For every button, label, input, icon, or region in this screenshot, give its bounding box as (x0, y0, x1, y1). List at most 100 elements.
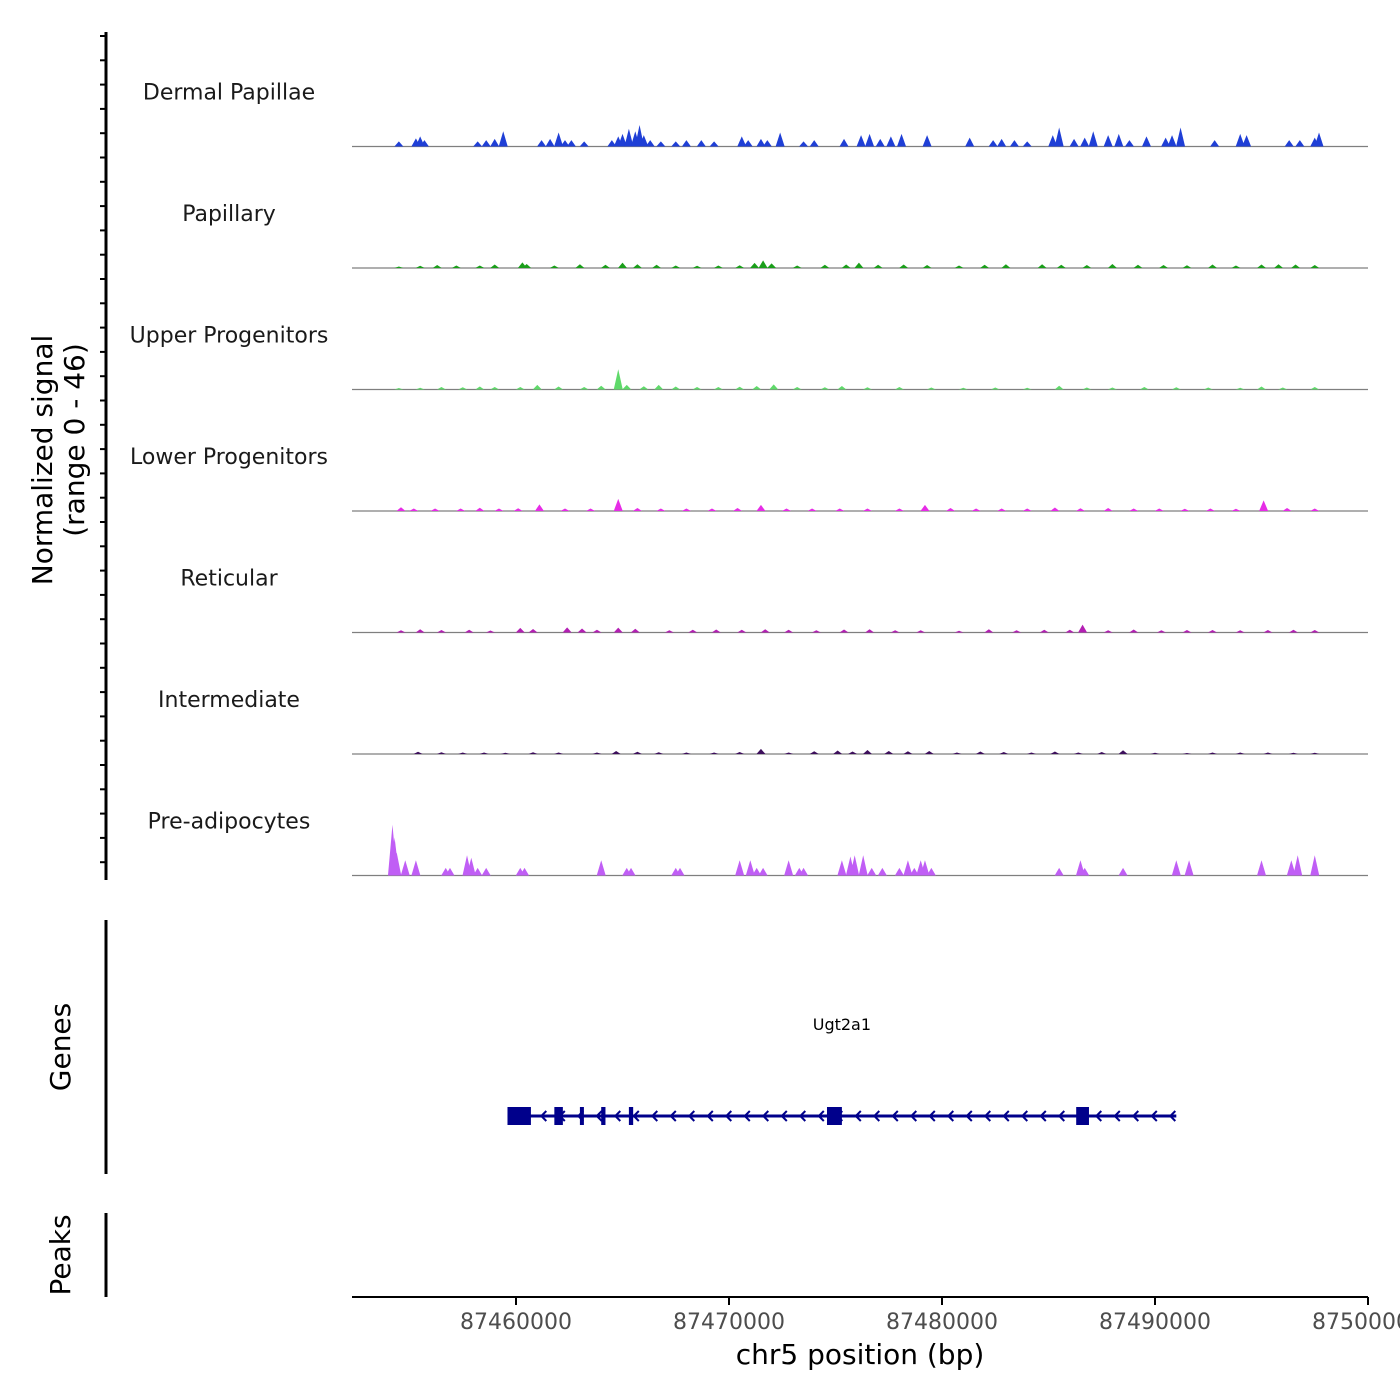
signal-peak (692, 386, 702, 390)
signal-peak (1282, 507, 1292, 511)
signal-peak (1167, 135, 1177, 147)
signal-peak (999, 751, 1009, 754)
signal-peak (1208, 752, 1218, 754)
signal-peak (394, 266, 404, 268)
signal-peak (681, 752, 691, 754)
signal-peak (792, 386, 802, 390)
signal-peak (1235, 630, 1245, 633)
signal-peak (886, 136, 896, 147)
strand-arrow (872, 1110, 881, 1122)
strand-arrow (650, 1110, 659, 1122)
signal-peak (1124, 140, 1134, 147)
signal-peak (579, 141, 589, 147)
signal-peak (613, 627, 623, 633)
signal-peak (820, 264, 830, 268)
signal-peak (415, 265, 425, 268)
strand-arrow (854, 1110, 862, 1122)
signal-peak (909, 867, 919, 876)
signal-peak (520, 867, 530, 876)
signal-peak (1184, 860, 1194, 876)
track-label: Lower Progenitors (130, 445, 328, 470)
signal-peak (500, 752, 510, 754)
signal-peak (988, 140, 998, 147)
signal-peak (737, 136, 747, 147)
signal-peak (1073, 752, 1083, 754)
signal-peak (1288, 752, 1298, 754)
signal-peak (997, 138, 1007, 147)
strand-arrow (817, 1110, 825, 1122)
signal-peak (675, 867, 685, 876)
signal-peak (894, 867, 904, 876)
signal-peak (515, 627, 525, 633)
signal-peak (692, 265, 702, 268)
signal-peak (1065, 629, 1075, 633)
signal-peak (1103, 135, 1113, 147)
signal-peak (600, 264, 610, 268)
signal-peak (498, 131, 508, 147)
x-axis-title: chr5 position (bp) (736, 1338, 985, 1371)
signal-peak (626, 867, 636, 876)
signal-peak (479, 752, 489, 754)
signal-peak (562, 627, 572, 633)
signal-peak (456, 508, 466, 511)
signal-peak (811, 630, 821, 633)
x-tick-label: 87500000 (1312, 1310, 1400, 1335)
signal-peak (856, 135, 866, 147)
signal-peak (415, 387, 425, 390)
signal-peak (1050, 507, 1060, 511)
signal-peak (735, 860, 745, 876)
signal-peak (946, 507, 956, 511)
signal-peak (873, 264, 883, 268)
signal-peak (681, 140, 691, 147)
gene-exon (507, 1107, 531, 1125)
strand-arrow (1094, 1110, 1103, 1122)
signal-peak (656, 508, 666, 511)
signal-peak (1022, 387, 1032, 390)
signal-peak (586, 508, 596, 511)
signal-peak (954, 630, 964, 633)
signal-peak (645, 140, 655, 147)
gene-exon (1076, 1107, 1089, 1125)
signal-peak (1103, 630, 1113, 633)
signal-peak (458, 752, 468, 754)
signal-peak (1080, 867, 1090, 876)
signal-peak (1208, 629, 1218, 633)
signal-peak (1257, 264, 1267, 268)
signal-peak (865, 133, 875, 147)
y-axis-range-label: (range 0 - 46) (58, 343, 91, 537)
signal-peak (1203, 387, 1213, 390)
signal-peak (681, 508, 691, 511)
strand-arrow (613, 1110, 622, 1122)
signal-peak (903, 751, 913, 754)
signal-peak (1286, 860, 1296, 876)
signal-peak (1310, 855, 1320, 876)
x-tick-label: 87470000 (673, 1310, 785, 1335)
strand-arrow (798, 1110, 807, 1122)
track-label: Dermal Papillae (143, 81, 315, 106)
signal-peak (560, 508, 570, 511)
x-tick-label: 87490000 (1099, 1310, 1211, 1335)
signal-peak (515, 386, 525, 390)
signal-peak (654, 384, 664, 390)
signal-peak (1291, 264, 1301, 268)
strand-arrow (1150, 1110, 1158, 1122)
signal-peak (522, 263, 532, 268)
strand-arrow (1057, 1110, 1066, 1122)
x-axis: 87460000 87470000 87480000 87490000 87500000 (352, 1296, 1400, 1335)
signal-peak (1133, 264, 1143, 268)
signal-peak (656, 141, 666, 147)
signal-peak (1048, 135, 1058, 147)
strand-arrow (1020, 1110, 1029, 1122)
strand-arrow (761, 1110, 770, 1122)
gene-exon (628, 1107, 634, 1125)
gene-exon (601, 1107, 606, 1125)
strand-arrow (687, 1110, 696, 1122)
signal-peak (743, 140, 753, 147)
signal-peak (624, 128, 634, 147)
signal-peak (952, 752, 962, 754)
signal-peak (839, 629, 849, 633)
signal-peak (1078, 624, 1088, 633)
signal-peak (436, 386, 446, 390)
signal-peak (926, 867, 936, 876)
signal-peak (1118, 750, 1128, 754)
